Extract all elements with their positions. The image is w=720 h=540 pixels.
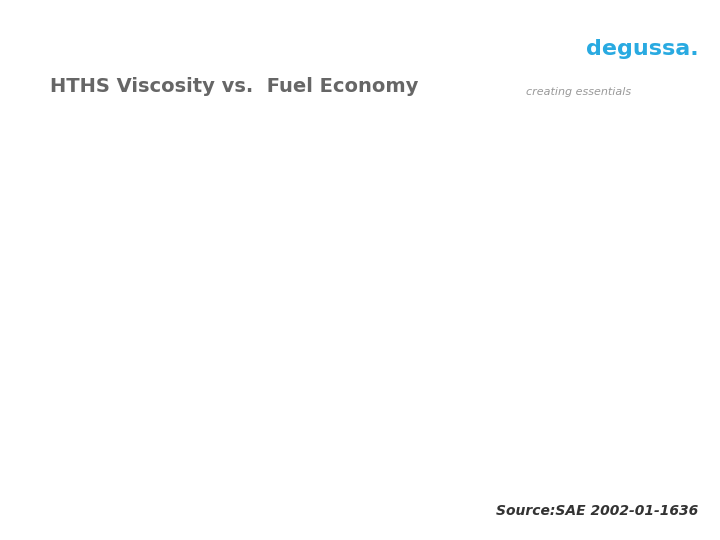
Text: creating essentials: creating essentials bbox=[526, 87, 631, 97]
Text: degussa.: degussa. bbox=[586, 38, 698, 59]
Text: HTHS Viscosity vs.  Fuel Economy: HTHS Viscosity vs. Fuel Economy bbox=[50, 77, 419, 96]
Text: Source:SAE 2002-01-1636: Source:SAE 2002-01-1636 bbox=[496, 504, 698, 518]
